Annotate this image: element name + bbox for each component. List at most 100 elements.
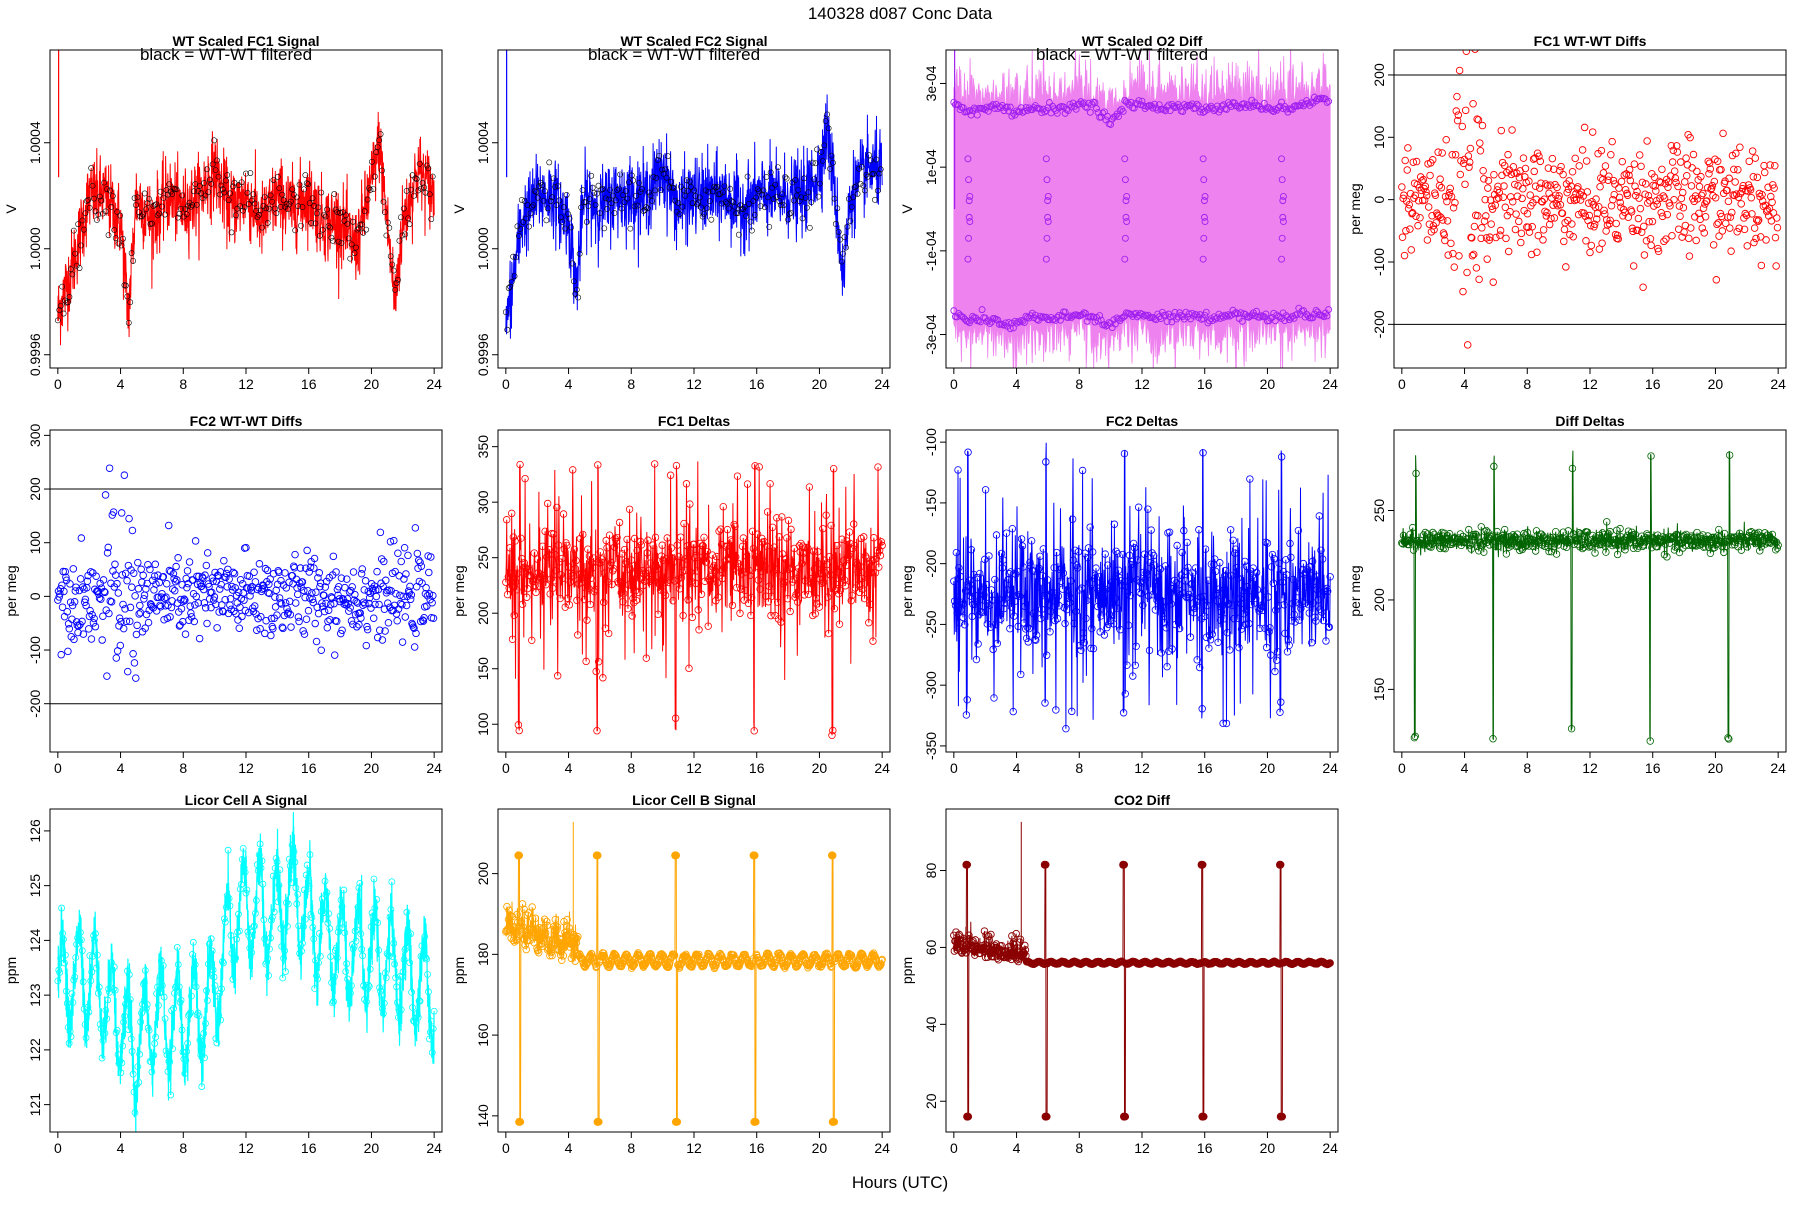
xtick-label-p5: 20	[364, 760, 380, 776]
data-point-p5	[106, 465, 113, 472]
data-point-p5	[331, 652, 338, 659]
data-point-p4	[1417, 214, 1424, 221]
data-point-p5	[384, 600, 391, 607]
ytick-label-p3: -1e-04	[923, 230, 939, 271]
ytick-label-p4: 0	[1371, 196, 1387, 204]
data-point-p4	[1518, 230, 1525, 237]
data-point-p4	[1549, 155, 1556, 162]
data-point-p4	[1630, 263, 1637, 270]
data-point-p4	[1688, 183, 1695, 190]
xtick-label-p10: 12	[686, 1140, 702, 1156]
data-point-p5	[425, 569, 432, 576]
data-point-p4	[1513, 211, 1520, 218]
data-point-p4	[1477, 147, 1484, 154]
data-point-p4	[1583, 238, 1590, 245]
plot-area-p7	[951, 443, 1334, 732]
data-point-p4	[1399, 234, 1406, 241]
ytick-label-p7: -150	[923, 489, 939, 517]
data-point-p5	[373, 593, 380, 600]
data-point-p4	[1542, 181, 1549, 188]
data-point-p4	[1726, 225, 1733, 232]
data-point-p5	[65, 648, 72, 655]
xtick-label-p5: 8	[179, 760, 187, 776]
data-point-p5	[363, 642, 370, 649]
xtick-label-p8: 24	[1770, 760, 1786, 776]
data-point-p4	[1443, 136, 1450, 143]
data-point-p4	[1505, 248, 1512, 255]
data-point-p4	[1710, 242, 1717, 249]
data-point-p5	[303, 616, 310, 623]
data-point-p4	[1420, 176, 1427, 183]
xtick-label-p8: 12	[1582, 760, 1598, 776]
data-point-p4	[1463, 48, 1470, 55]
data-point-p4	[1737, 144, 1744, 151]
data-point-p4	[1426, 221, 1433, 228]
data-point-p5	[412, 525, 419, 532]
xtick-label-p9: 4	[117, 1140, 125, 1156]
data-point-p5	[135, 585, 142, 592]
ylabel-p3: V	[899, 204, 915, 214]
data-point-p4	[1659, 166, 1666, 173]
data-point-p5	[130, 650, 137, 657]
data-point-p4	[1700, 190, 1707, 197]
data-point-p4	[1497, 227, 1504, 234]
xtick-label-p8: 8	[1523, 760, 1531, 776]
data-point-p5	[312, 620, 319, 627]
data-point-p4	[1720, 130, 1727, 137]
data-point-p5	[124, 577, 131, 584]
panel-note-p3: black = WT-WT filtered	[1036, 45, 1208, 64]
xtick-label-p8: 4	[1461, 760, 1469, 776]
panel-note-p2: black = WT-WT filtered	[588, 45, 760, 64]
data-point-p5	[304, 547, 311, 554]
data-point-p5	[113, 655, 120, 662]
xtick-label-p2: 24	[874, 376, 890, 392]
series-line-p8	[1402, 451, 1778, 741]
data-point-p4	[1464, 269, 1471, 276]
data-point-p4	[1444, 218, 1451, 225]
series-line-p2	[506, 95, 882, 339]
data-point-p4	[1520, 185, 1527, 192]
data-point-p1	[403, 232, 408, 237]
spike-point-p10	[750, 852, 757, 859]
ytick-label-p3: 1e-04	[923, 149, 939, 185]
spike-point-p10	[515, 852, 522, 859]
ytick-label-p1: 1.0000	[27, 227, 43, 270]
ytick-label-p3: -3e-04	[923, 314, 939, 355]
data-point-p4	[1505, 151, 1512, 158]
data-point-p4	[1735, 166, 1742, 173]
data-point-p5	[399, 601, 406, 608]
data-point-p4	[1470, 100, 1477, 107]
data-point-p5	[173, 563, 180, 570]
data-point-p5	[423, 584, 430, 591]
data-point-p4	[1491, 171, 1498, 178]
data-point-p4	[1689, 165, 1696, 172]
data-point-p4	[1644, 138, 1651, 145]
data-point-p4	[1479, 122, 1486, 129]
data-point-p5	[132, 593, 139, 600]
data-point-p4	[1758, 262, 1765, 269]
ytick-label-p8: 250	[1371, 499, 1387, 523]
data-point-p5	[165, 522, 172, 529]
data-point-p4	[1715, 220, 1722, 227]
data-point-p5	[121, 472, 128, 479]
xtick-label-p1: 0	[54, 376, 62, 392]
ytick-label-p4: 200	[1371, 63, 1387, 87]
panel-title-p7: FC2 Deltas	[1106, 413, 1179, 429]
data-point-p5	[402, 614, 409, 621]
data-point-p4	[1404, 167, 1411, 174]
data-point-p4	[1702, 213, 1709, 220]
data-point-p4	[1437, 176, 1444, 183]
data-point-p4	[1772, 162, 1779, 169]
data-point-p5	[102, 492, 109, 499]
xtick-label-p4: 8	[1523, 376, 1531, 392]
data-point-p4	[1540, 237, 1547, 244]
data-point-p5	[77, 576, 84, 583]
data-point-p5	[163, 594, 170, 601]
data-point-p5	[292, 600, 299, 607]
data-point-p4	[1472, 46, 1479, 53]
data-point-p4	[1561, 226, 1568, 233]
xtick-label-p1: 12	[238, 376, 254, 392]
data-point-p5	[374, 568, 381, 575]
data-point-p5	[227, 602, 234, 609]
